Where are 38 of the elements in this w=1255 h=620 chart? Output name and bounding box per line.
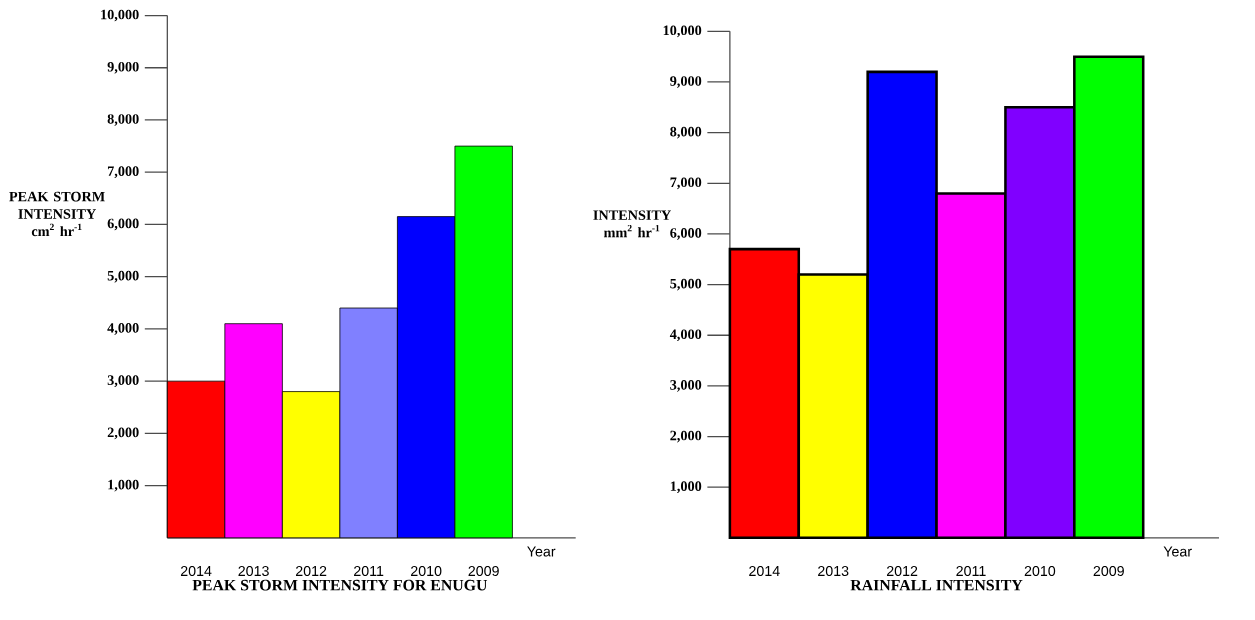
text: PEAK STORM INTENSITY FOR ENUGU: [192, 579, 488, 591]
x-tick-label: 2010: [411, 565, 442, 576]
y-tick-label: 10,000: [101, 9, 139, 22]
x-tick-label: 2009: [1093, 565, 1124, 576]
x-tick-label: 2013: [818, 565, 849, 576]
x-tick-label: 2013: [238, 565, 269, 576]
x-tick-label: 2014: [180, 565, 212, 576]
x-tick-label: 2011: [956, 565, 986, 576]
y-axis-title: PEAK STORM INTENSITY cm$^{2}$ hr$^{-1}$: [9, 191, 105, 237]
y-tick-label: 6,000: [107, 218, 139, 231]
y-tick-label: 4,000: [669, 329, 702, 342]
y-tick-label: 8,000: [670, 126, 702, 139]
y-tick-label: 7,000: [670, 177, 702, 190]
y-tick-label: 3,000: [107, 375, 139, 387]
x-tick-label: 2009: [468, 565, 499, 576]
y-tick-label: 10,000: [663, 25, 702, 38]
y-tick-label: 6,000: [670, 228, 702, 240]
y-axis-title: INTENSITY mm$^{2}$ hr$^{-1}$: [593, 210, 671, 238]
x-axis-title: Year: [527, 546, 556, 557]
y-tick-label: 9,000: [107, 61, 139, 74]
y-tick-label: 4,000: [107, 322, 139, 335]
y-tick-label: 5,000: [670, 278, 702, 291]
x-axis-title: Year: [1163, 546, 1192, 557]
x-tick-label: 2011: [354, 565, 384, 576]
y-tick-label: 7,000: [107, 166, 139, 178]
y-tick-label: 2,000: [670, 430, 702, 443]
y-tick-label: 5,000: [107, 270, 139, 283]
x-tick-label: 2012: [295, 565, 327, 576]
y-tick-label: 3,000: [670, 379, 702, 392]
x-tick-label: 2012: [886, 565, 918, 576]
text: RAINFALL INTENSITY: [850, 579, 1023, 591]
y-tick-label: 2,000: [107, 427, 139, 440]
x-tick-label: 2010: [1024, 565, 1056, 576]
y-tick-label: 9,000: [670, 76, 702, 88]
y-tick-label: 1,000: [670, 481, 702, 493]
y-tick-label: 1,000: [108, 479, 139, 492]
x-tick-label: 2014: [749, 565, 780, 576]
y-tick-label: 8,000: [107, 114, 139, 126]
